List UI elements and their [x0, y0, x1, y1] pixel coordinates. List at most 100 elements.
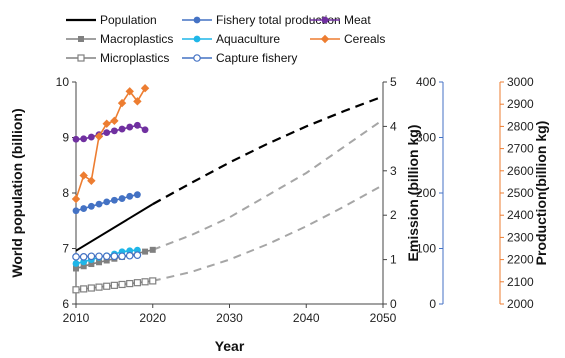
fishery-tick-label-400: 400: [416, 75, 436, 89]
x-tick-label-2030: 2030: [216, 311, 243, 325]
x-axis-title: Year: [215, 338, 245, 354]
macroplastics-point: [80, 263, 87, 270]
population-tick-label-10: 10: [56, 75, 70, 89]
fishery-tick-label-100: 100: [416, 242, 436, 256]
capture-fishery-point: [72, 253, 80, 261]
emission-tick-label-4: 4: [390, 119, 397, 133]
legend-marker-aquaculture: [193, 35, 201, 43]
meat-point: [72, 135, 80, 143]
x-tick-label-2020: 2020: [139, 311, 166, 325]
capture-fishery-point: [133, 251, 142, 259]
production-tick-label-2500: 2500: [507, 186, 534, 200]
microplastics-point: [110, 281, 118, 289]
macroplastics-point: [73, 265, 79, 272]
fishery-tick-label-300: 300: [416, 131, 436, 145]
capture-fishery-point: [125, 251, 134, 260]
emission-tick-label-0: 0: [390, 297, 397, 311]
fishery-tick-label-200: 200: [416, 186, 436, 200]
cereals-line: [75, 87, 146, 200]
production-tick-label-2100: 2100: [507, 275, 534, 289]
production-tick-label-2600: 2600: [507, 164, 534, 178]
microplastics-point: [118, 280, 126, 289]
legend-marker-microplastics: [77, 54, 85, 62]
capture-fishery-point: [95, 252, 103, 261]
macroplastics-point: [96, 259, 103, 266]
microplastics-point: [103, 282, 111, 290]
fishery-total-production-point: [110, 196, 118, 204]
production-tick-label-2700: 2700: [507, 142, 534, 156]
microplastics-projection-line: [152, 184, 384, 282]
cereals-point: [140, 84, 150, 93]
fishery-total-production-point: [118, 195, 126, 202]
legend-label-fishery-total-production: Fishery total production: [216, 13, 341, 27]
production-tick-label-2400: 2400: [507, 208, 534, 222]
production-tick-label-3000: 3000: [507, 75, 534, 89]
meat-point: [103, 129, 111, 137]
meat-point: [118, 125, 126, 133]
fishery-total-production-point: [95, 200, 103, 208]
cereals-point: [125, 87, 134, 96]
production-axis-title: Production(billion kg): [533, 121, 549, 266]
legend-label-population: Population: [100, 13, 157, 27]
legend-label-macroplastics: Macroplastics: [100, 32, 173, 46]
macroplastics-point: [88, 261, 95, 268]
fishery-total-production-point: [103, 198, 111, 206]
macroplastics-projection-line: [152, 118, 384, 251]
cereals-point: [117, 98, 127, 108]
legend-label-microplastics: Microplastics: [100, 51, 169, 65]
cereals-point: [94, 132, 104, 141]
fishery-total-production-point: [80, 205, 88, 212]
x-tick-label-2050: 2050: [370, 311, 397, 325]
emission-tick-label-5: 5: [390, 75, 397, 89]
production-tick-label-2900: 2900: [507, 97, 534, 111]
legend-marker-cereals: [320, 34, 330, 44]
capture-fishery-point: [79, 253, 88, 261]
legend-label-aquaculture: Aquaculture: [216, 32, 280, 46]
capture-fishery-point: [87, 252, 96, 261]
aquaculture-point: [72, 260, 80, 267]
fishery-tick-label-0: 0: [429, 297, 436, 311]
capture-fishery-point: [102, 252, 111, 261]
fishery-total-production-point: [134, 191, 141, 199]
meat-line: [75, 124, 146, 141]
emission-axis-title: Emission (billion kg): [405, 125, 421, 262]
macroplastics-point: [149, 246, 156, 253]
microplastics-point: [80, 285, 88, 293]
macroplastics-point: [142, 248, 149, 255]
cereals-point: [87, 176, 96, 185]
microplastics-point: [141, 278, 149, 286]
population-tick-label-6: 6: [62, 297, 69, 311]
microplastics-point: [95, 283, 103, 291]
meat-point: [87, 133, 95, 141]
meat-point: [110, 127, 118, 135]
legend: Population Fishery total production Meat Ma…: [66, 13, 385, 65]
population-tick-label-9: 9: [62, 131, 69, 145]
capture-fishery-point: [110, 252, 119, 261]
legend-marker-meat: [321, 16, 329, 24]
legend-marker-capture-fishery: [193, 54, 201, 62]
legend-marker-fishery-total-production: [193, 16, 201, 24]
microplastics-point: [72, 286, 80, 294]
population-line: [75, 203, 154, 252]
meat-point: [126, 123, 134, 131]
fishery-total-production-point: [72, 207, 80, 215]
legend-label-cereals: Cereals: [344, 32, 385, 46]
emission-tick-label-1: 1: [390, 253, 397, 267]
microplastics-point: [133, 279, 141, 287]
meat-point: [80, 135, 88, 143]
cereals-point: [71, 194, 81, 204]
cereals-point: [110, 116, 119, 126]
emission-tick-label-3: 3: [390, 164, 397, 178]
meat-point: [141, 126, 149, 134]
cereals-point: [133, 97, 142, 106]
capture-fishery-point: [118, 252, 126, 261]
macroplastics-point: [103, 257, 110, 264]
legend-marker-macroplastics: [78, 36, 84, 42]
microplastics-point: [126, 279, 134, 288]
fishery-total-production-point: [87, 202, 95, 210]
legend-label-meat: Meat: [344, 13, 371, 27]
legend-label-capture-fishery: Capture fishery: [216, 51, 297, 65]
population-tick-label-7: 7: [62, 242, 69, 256]
cereals-point: [79, 171, 88, 180]
